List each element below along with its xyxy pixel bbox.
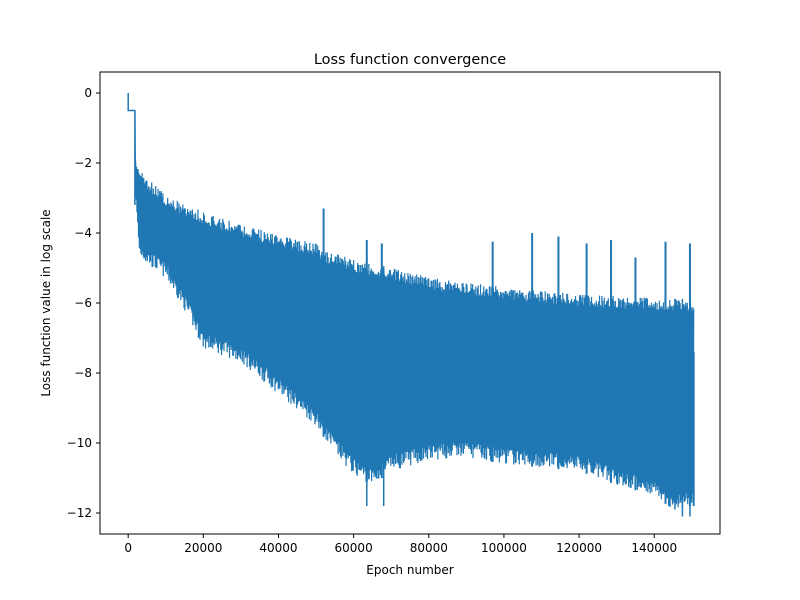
y-axis-title: Loss function value in log scale	[39, 209, 53, 396]
y-axis: 0 −2 −4 −6 −8 −10 −12	[67, 86, 100, 520]
x-tick-label: 140000	[631, 541, 677, 555]
y-tick-label: −6	[74, 296, 92, 310]
y-tick-label: −10	[67, 436, 92, 450]
x-tick-label: 0	[124, 541, 132, 555]
y-tick-label: −8	[74, 366, 92, 380]
x-tick-label: 20000	[184, 541, 222, 555]
series-layer	[127, 93, 695, 517]
series-loss-line	[134, 110, 695, 508]
x-tick-label: 40000	[259, 541, 297, 555]
y-tick-label: −4	[74, 226, 92, 240]
y-tick-label: −2	[74, 156, 92, 170]
x-tick-label: 100000	[481, 541, 527, 555]
x-tick-label: 60000	[335, 541, 373, 555]
x-tick-label: 120000	[556, 541, 602, 555]
x-axis: 0 20000 40000 60000 80000 100000 120000 140000	[124, 534, 677, 555]
chart-title: Loss function convergence	[314, 52, 506, 68]
x-tick-label: 80000	[410, 541, 448, 555]
series-initial-step	[127, 93, 136, 205]
x-axis-title: Epoch number	[366, 563, 453, 577]
y-tick-label: 0	[84, 86, 92, 100]
y-tick-label: −12	[67, 506, 92, 520]
